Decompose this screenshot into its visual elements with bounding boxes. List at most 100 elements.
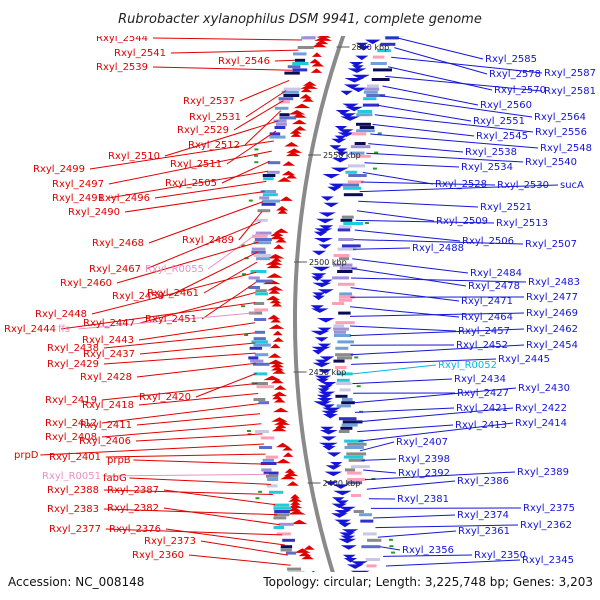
minus-strand-gene-arrow <box>311 52 322 57</box>
function-category-block <box>353 510 364 513</box>
gene-label-plus: Rxyl_2374 <box>457 510 509 521</box>
gene-label-minus: Rxyl_2458 <box>112 291 164 302</box>
function-category-block <box>338 298 353 302</box>
gene-label-plus: Rxyl_2530 <box>497 180 549 191</box>
function-category-block <box>347 180 364 184</box>
plus-strand-gene-arrow <box>325 465 342 470</box>
gene-label-minus: Rxyl_2448 <box>35 309 87 320</box>
function-category-block <box>335 394 348 398</box>
gene-label-plus: Rxyl_2551 <box>473 116 525 127</box>
plus-strand-gene-arrow <box>328 183 347 189</box>
gene-label-plus: Rxyl_2421 <box>456 403 508 414</box>
plus-strand-gene-arrow <box>313 238 333 243</box>
function-category-block <box>269 135 286 139</box>
gene-label-plus: Rxyl_2361 <box>458 526 510 537</box>
function-category-block <box>254 238 273 241</box>
gene-label-plus: Rxyl_2506 <box>462 236 514 247</box>
gene-label-minus: Rxyl_2388 <box>47 485 99 496</box>
function-category-block <box>274 510 290 513</box>
function-category-block <box>262 199 281 203</box>
plus-strand-gene-arrow <box>351 65 364 70</box>
function-category-block <box>339 292 353 296</box>
function-category-block <box>344 446 364 449</box>
minus-strand-gene-arrow <box>283 471 299 477</box>
gene-label-minus: Rxyl_2510 <box>108 151 160 162</box>
function-category-block <box>252 362 270 366</box>
function-category-block <box>337 228 351 232</box>
function-category-block <box>359 126 375 129</box>
gene-label-plus: Rxyl_2540 <box>525 157 577 168</box>
gene-label-minus: Rxyl_2412 <box>45 418 97 429</box>
function-category-block <box>377 49 391 53</box>
function-category-block <box>367 84 379 88</box>
plus-strand-gene-arrow <box>330 462 343 467</box>
function-category-block <box>263 177 274 181</box>
function-category-block <box>362 103 379 107</box>
function-category-block <box>335 353 353 357</box>
gene-label-minus: Rxyl_2438 <box>47 343 99 354</box>
function-category-block <box>260 462 277 465</box>
gene-label-plus: Rxyl_2457 <box>458 326 510 337</box>
plus-strand-gene-arrow <box>322 414 338 419</box>
minus-strand-gene-arrow <box>263 375 281 381</box>
function-category-block <box>332 276 349 280</box>
gene-label-minus: Rxyl_2496 <box>98 193 150 204</box>
function-category-block <box>338 225 352 229</box>
minus-strand-gene-arrow <box>270 362 284 368</box>
plus-strand-gene-arrow <box>340 116 360 121</box>
plus-strand-gene-arrow <box>338 506 356 512</box>
minus-strand-gene-arrow <box>267 359 285 365</box>
minus-strand-gene-arrow <box>273 420 291 425</box>
plus-strand-gene-arrow <box>312 282 332 288</box>
plus-strand-gene-arrow <box>316 318 335 323</box>
function-category-block <box>338 311 351 315</box>
plus-strand-gene-arrow <box>310 305 324 310</box>
plus-strand-gene-arrow <box>333 490 352 496</box>
function-category-block <box>249 346 263 350</box>
function-category-block <box>354 154 371 158</box>
marker-tick <box>391 551 396 554</box>
gene-label-plus: Rxyl_2381 <box>397 494 449 505</box>
plus-strand-gene-arrow <box>319 356 335 361</box>
gene-label-leader <box>129 477 271 485</box>
function-category-block <box>338 430 350 433</box>
gene-label-minus: Rxyl_2460 <box>60 278 112 289</box>
gene-label-plus: Rxyl_2471 <box>461 296 513 307</box>
gene-label-leader <box>382 85 479 106</box>
minus-strand-gene-arrow <box>314 36 333 41</box>
function-category-block <box>274 126 286 129</box>
gene-label-minus: Rxyl_2418 <box>82 400 134 411</box>
gene-label-leader <box>397 37 484 60</box>
gene-label-minus: Rxyl_2411 <box>80 420 132 431</box>
function-category-block <box>260 190 277 193</box>
gene-label-plus: Rxyl_2578 <box>489 69 541 80</box>
plus-strand-gene-arrow <box>347 68 367 73</box>
gene-label-leader <box>239 79 290 102</box>
gene-label-leader <box>148 201 264 244</box>
plus-strand-gene-arrow <box>315 378 329 384</box>
plus-strand-gene-arrow <box>355 42 369 48</box>
function-category-block <box>339 388 351 392</box>
function-category-block <box>357 110 373 113</box>
gene-label-plus: Rxyl_2560 <box>480 100 532 111</box>
function-category-block <box>347 164 365 168</box>
gene-label-leader <box>379 95 533 118</box>
gene-label-minus: prpB <box>107 455 131 466</box>
function-category-block <box>347 442 367 446</box>
gene-label-plus: Rxyl_2454 <box>526 340 578 351</box>
function-category-block <box>343 186 362 190</box>
function-category-block <box>363 532 377 536</box>
minus-strand-gene-arrow <box>300 87 313 93</box>
marker-tick <box>254 161 259 164</box>
gene-label-plus: Rxyl_2507 <box>525 239 577 250</box>
gene-label-minus: Rxyl_2376 <box>109 524 161 535</box>
plus-strand-gene-arrow <box>319 279 333 285</box>
plus-strand-gene-arrow <box>335 110 351 115</box>
gene-label-leader <box>364 162 460 168</box>
plus-strand-gene-arrow <box>315 359 330 365</box>
plus-strand-gene-arrow <box>321 410 339 416</box>
function-category-block <box>349 151 365 155</box>
gene-label-leader <box>201 281 257 320</box>
function-category-block <box>250 359 264 363</box>
function-category-block <box>301 36 316 40</box>
